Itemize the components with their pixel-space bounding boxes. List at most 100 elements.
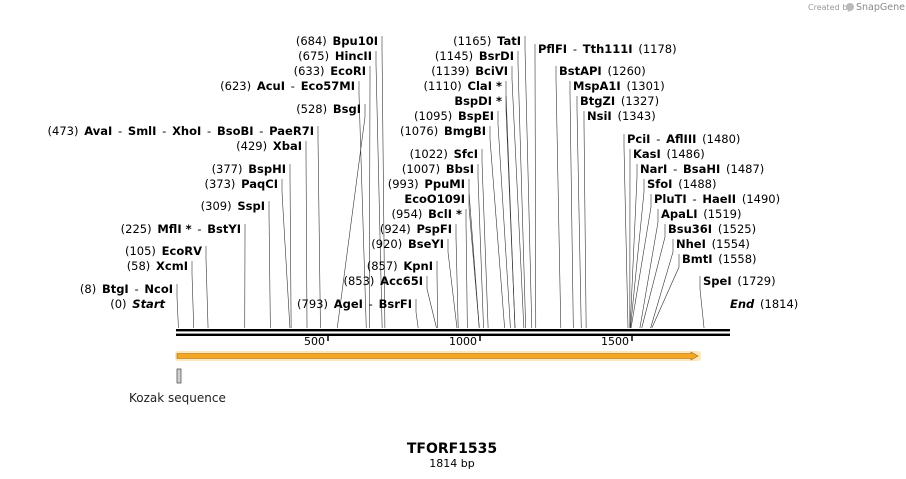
site-position: (1558) [713, 252, 757, 266]
site-connector-line [576, 96, 582, 329]
enzyme-label[interactable]: (1007) BbsI [402, 162, 474, 176]
site-connector-line [699, 276, 705, 329]
enzyme-label[interactable]: (793) AgeI - BsrFI [297, 297, 412, 311]
site-connector-line [505, 96, 516, 329]
site-position: (1327) [615, 94, 659, 108]
enzyme-name: BtgZI [580, 94, 615, 108]
site-position: (1525) [712, 222, 756, 236]
enzyme-label[interactable]: (623) AcuI - Eco57MI [220, 79, 355, 93]
enzyme-name: AvaI [78, 124, 112, 138]
enzyme-label[interactable]: BstAPI (1260) [559, 64, 646, 78]
tick-label-1500: 1500 [601, 335, 629, 348]
enzyme-label[interactable]: (1110) ClaI * [424, 79, 502, 93]
enzyme-name: TatI [491, 34, 521, 48]
enzyme-label[interactable]: (633) EcoRI [294, 64, 366, 78]
enzyme-label[interactable]: BtgZI (1327) [580, 94, 659, 108]
enzyme-label[interactable]: BspDI * [454, 94, 502, 108]
enzyme-label[interactable]: (377) BspHI [212, 162, 286, 176]
site-position: (924) [380, 222, 411, 236]
enzyme-label[interactable]: (857) KpnI [367, 259, 433, 273]
enzyme-label[interactable]: PciI - AflIII (1480) [627, 132, 740, 146]
enzyme-label[interactable]: MspA1I (1301) [573, 79, 665, 93]
enzyme-name: HincII [329, 49, 372, 63]
enzyme-name: BciVI [470, 64, 508, 78]
enzyme-label[interactable]: SpeI (1729) [703, 274, 776, 288]
enzyme-label[interactable]: PflFI - Tth111I (1178) [538, 42, 677, 56]
site-position: (1729) [732, 274, 776, 288]
enzyme-name: PaeR7I [263, 124, 314, 138]
site-position: - [254, 124, 264, 138]
site-connector-line [281, 179, 291, 329]
enzyme-name: BseYI [402, 237, 444, 251]
enzyme-label[interactable]: EcoO109I [404, 192, 465, 206]
enzyme-label[interactable]: PluTI - HaeII (1490) [654, 192, 780, 206]
enzyme-name: SmlI [122, 124, 156, 138]
enzyme-label[interactable]: (373) PaqCI [204, 177, 278, 191]
site-connector-line [436, 261, 439, 329]
enzyme-label[interactable]: (8) BtgI - NcoI [80, 282, 173, 296]
enzyme-label[interactable]: NarI - BsaHI (1487) [640, 162, 764, 176]
enzyme-labels: (684) Bpu10I(675) HincII(633) EcoRI(623)… [48, 34, 799, 311]
enzyme-label[interactable]: BmtI (1558) [682, 252, 757, 266]
watermark-prefix: Created by [808, 3, 852, 12]
enzyme-name: PpuMI [419, 177, 465, 191]
enzyme-label[interactable]: (920) BseYI [371, 237, 444, 251]
enzyme-label[interactable]: (105) EcoRV [125, 244, 202, 258]
kozak-feature[interactable]: Kozak sequence [129, 368, 226, 405]
enzyme-label[interactable]: End (1814) [730, 297, 798, 311]
site-connector-line [317, 126, 321, 329]
enzyme-name: Bpu10I [327, 34, 378, 48]
enzyme-label[interactable]: (225) MflI * - BstYI [121, 222, 241, 236]
enzyme-name: AcuI [251, 79, 285, 93]
site-position: (1301) [621, 79, 665, 93]
enzyme-label[interactable]: (684) Bpu10I [296, 34, 378, 48]
kozak-marker[interactable] [176, 368, 182, 384]
site-position: - [285, 79, 295, 93]
enzyme-label[interactable]: (309) SspI [201, 199, 265, 213]
site-connector-line [639, 209, 659, 329]
enzyme-name: NcoI [139, 282, 173, 296]
site-position: (473) [48, 124, 79, 138]
site-position: - [567, 42, 577, 56]
site-position: (1145) [435, 49, 473, 63]
enzyme-name: MspA1I [573, 79, 621, 93]
enzyme-label[interactable]: (1022) SfcI [410, 147, 478, 161]
enzyme-label[interactable]: (675) HincII [298, 49, 372, 63]
orf-arrow-shape[interactable] [176, 351, 699, 361]
enzyme-name: End [730, 297, 755, 311]
enzyme-label[interactable]: (853) Acc65I [343, 274, 423, 288]
enzyme-label[interactable]: (924) PspFI [380, 222, 452, 236]
enzyme-label[interactable]: KasI (1486) [633, 147, 705, 161]
enzyme-label[interactable]: (528) BsgI [296, 102, 361, 116]
enzyme-label[interactable]: (1076) BmgBI [400, 124, 486, 138]
enzyme-label[interactable]: (429) XbaI [236, 139, 302, 153]
enzyme-label[interactable]: NheI (1554) [676, 237, 750, 251]
enzyme-label[interactable]: (993) PpuMI [388, 177, 465, 191]
enzyme-label[interactable]: SfoI (1488) [647, 177, 716, 191]
enzyme-name: KpnI [398, 259, 433, 273]
site-connector-line [641, 224, 666, 329]
enzyme-label[interactable]: (473) AvaI - SmlI - XhoI - BsoBI - PaeR7… [48, 124, 314, 138]
enzyme-label[interactable]: (1145) BsrDI [435, 49, 514, 63]
site-connector-line [358, 81, 367, 329]
enzyme-label[interactable]: (58) XcmI [127, 259, 188, 273]
enzyme-label[interactable]: Bsu36I (1525) [668, 222, 756, 236]
enzyme-label[interactable]: ApaLI (1519) [661, 207, 742, 221]
enzyme-label[interactable]: NsiI (1343) [587, 109, 656, 123]
enzyme-label[interactable]: (954) BclI * [391, 207, 462, 221]
site-connector-line [629, 164, 638, 329]
site-connector-line [381, 36, 386, 329]
enzyme-label[interactable]: (1095) BspEI [414, 109, 494, 123]
enzyme-label[interactable]: (0) Start [110, 297, 165, 311]
enzyme-label[interactable]: (1139) BciVI [431, 64, 508, 78]
site-connector-line [489, 126, 505, 329]
site-connector-line [305, 141, 308, 329]
enzyme-name: MflI * [152, 222, 192, 236]
site-position: (0) [110, 297, 126, 311]
enzyme-name: HaeII [697, 192, 737, 206]
site-connector-line [524, 36, 533, 329]
orf-arrow[interactable] [175, 351, 701, 361]
enzyme-name: AflIII [660, 132, 696, 146]
enzyme-label[interactable]: (1165) TatI [453, 34, 521, 48]
enzyme-name: EcoO109I [404, 192, 465, 206]
